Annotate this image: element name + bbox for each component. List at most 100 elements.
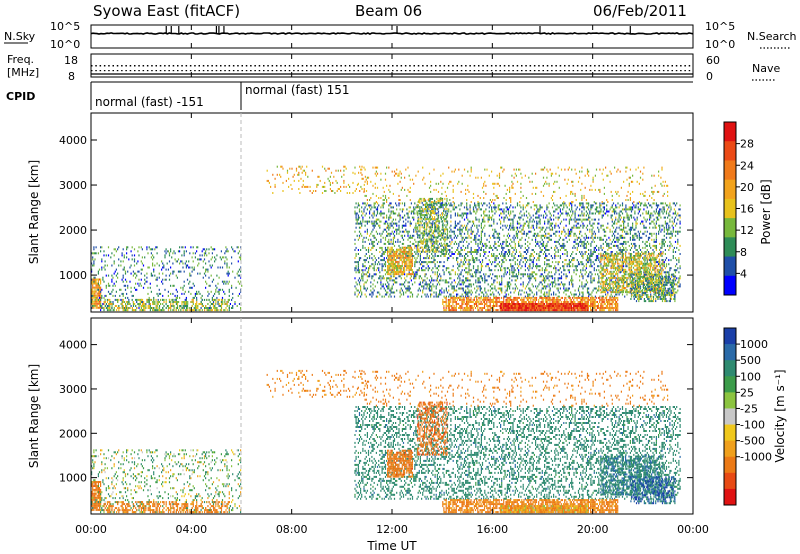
power-echo-cell [100, 306, 102, 309]
power-echo-cell [116, 309, 118, 312]
power-echo-cell [507, 285, 510, 288]
power-echo-cell [396, 277, 398, 280]
power-echo-cell [164, 254, 166, 257]
power-echo-cell [480, 291, 482, 294]
power-echo-cell [514, 244, 516, 247]
nave-dot [134, 70, 136, 72]
power-echo-cell [227, 282, 229, 285]
power-echo-cell [485, 291, 487, 294]
power-echo-cell [329, 188, 331, 190]
power-echo-cell [370, 285, 372, 288]
power-echo-cell [483, 255, 485, 257]
power-echo-cell [595, 244, 598, 247]
power-echo-cell [442, 222, 444, 225]
power-echo-cell [562, 212, 564, 215]
power-echo-cell [378, 269, 380, 272]
power-echo-cell [100, 278, 102, 281]
power-echo-cell [584, 273, 586, 276]
power-echo-cell [536, 216, 538, 219]
power-echo-cell [458, 228, 460, 231]
power-echo-cell [398, 220, 400, 223]
power-echo-cell [371, 253, 373, 255]
power-echo-cell [423, 238, 425, 241]
power-echo-cell [555, 283, 557, 286]
power-echo-cell [266, 169, 268, 172]
power-echo-cell [223, 290, 225, 293]
power-echo-cell [152, 309, 154, 312]
power-echo-cell [576, 206, 578, 209]
power-echo-cell [576, 246, 578, 249]
power-echo-cell [191, 309, 193, 312]
power-echo-cell [542, 275, 545, 278]
power-echo-cell [590, 261, 592, 264]
nave-dot [383, 70, 385, 72]
power-echo-cell [132, 305, 135, 307]
power-echo-cell [407, 285, 409, 288]
power-echo-cell [513, 255, 515, 257]
power-echo-cell [450, 283, 452, 286]
power-echo-cell [506, 206, 508, 209]
power-echo-cell [603, 230, 605, 233]
power-echo-cell [595, 255, 598, 257]
power-echo-cell [556, 208, 558, 211]
power-echo-cell [356, 289, 358, 292]
power-echo-cell [515, 285, 517, 288]
power-echo-cell [521, 257, 523, 260]
power-echo-cell [558, 226, 560, 229]
power-echo-cell [454, 220, 456, 223]
power-echo-cell [550, 271, 552, 274]
power-echo-cell [505, 244, 507, 247]
power-echo-cell [373, 234, 375, 237]
power-echo-cell [365, 190, 368, 192]
power-echo-cell [225, 307, 227, 309]
power-echo-cell [165, 303, 167, 305]
power-echo-cell [170, 307, 172, 309]
power-echo-cell [404, 224, 406, 227]
power-echo-cell [217, 298, 219, 301]
power-echo-cell [611, 230, 613, 233]
nave-dot [181, 70, 183, 72]
power-echo-cell [484, 277, 486, 280]
power-echo-cell [607, 293, 609, 296]
power-echo-cell [389, 202, 391, 205]
power-echo-cell [154, 264, 156, 267]
power-echo-cell [354, 210, 356, 213]
power-echo-cell [135, 276, 137, 279]
power-echo-cell [425, 295, 427, 298]
freq-dot [430, 65, 433, 67]
power-echo-cell [446, 257, 449, 260]
power-echo-cell [488, 251, 490, 253]
power-echo-cell [380, 240, 382, 243]
power-echo-cell [584, 238, 586, 241]
power-echo-cell [144, 278, 146, 281]
freq-dot [637, 65, 639, 67]
power-echo-cell [474, 236, 476, 239]
power-echo-cell [558, 238, 560, 241]
power-echo-cell [493, 232, 495, 235]
power-echo-cell [573, 224, 575, 227]
power-echo-cell [450, 293, 452, 296]
freq-dot [258, 65, 261, 67]
power-echo-cell [588, 291, 590, 294]
power-echo-cell [388, 226, 390, 229]
power-echo-cell [100, 250, 102, 253]
power-echo-cell [606, 267, 608, 270]
power-echo-cell [176, 305, 179, 307]
power-echo-cell [521, 232, 523, 235]
power-echo-cell [586, 202, 589, 205]
power-echo-cell [165, 307, 167, 309]
power-echo-cell [357, 279, 359, 282]
power-echo-cell [386, 216, 388, 219]
nave-dot [585, 70, 587, 72]
power-echo-cell [195, 303, 197, 305]
power-echo-cell [105, 284, 107, 287]
power-echo-cell [428, 279, 431, 282]
power-echo-cell [189, 307, 191, 309]
power-echo-cell [555, 261, 557, 264]
power-echo-cell [448, 285, 450, 288]
power-echo-cell [167, 307, 170, 309]
power-echo-cell [512, 275, 514, 278]
power-echo-cell [94, 280, 96, 283]
power-echo-cell [155, 298, 157, 301]
power-echo-cell [575, 226, 577, 229]
